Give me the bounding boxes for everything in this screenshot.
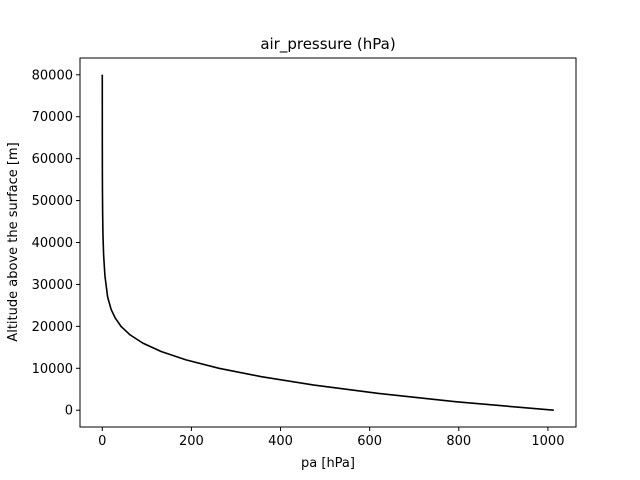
y-tick-label: 50000 — [32, 194, 73, 209]
x-axis-label: pa [hPa] — [301, 456, 355, 471]
series-line-0 — [101, 74, 554, 412]
x-tick-label: 400 — [268, 434, 293, 449]
y-tick-label: 60000 — [32, 152, 73, 167]
chart-title: air_pressure (hPa) — [260, 35, 395, 54]
y-tick-label: 30000 — [32, 278, 73, 293]
y-tick-label: 70000 — [32, 110, 73, 125]
x-tick-label: 1000 — [531, 434, 564, 449]
x-tick-label: 0 — [98, 434, 106, 449]
axes-frame — [79, 57, 577, 428]
y-axis-label: Altitude above the surface [m] — [6, 142, 21, 341]
y-tick-label: 80000 — [32, 68, 73, 83]
x-tick-label: 800 — [446, 434, 471, 449]
y-tick-label: 40000 — [32, 236, 73, 251]
x-tick-label: 200 — [179, 434, 204, 449]
plot-area — [101, 74, 554, 412]
x-tick-label: 600 — [357, 434, 382, 449]
y-tick-label: 10000 — [32, 362, 73, 377]
y-tick-label: 0 — [65, 404, 73, 419]
y-tick-label: 20000 — [32, 320, 73, 335]
